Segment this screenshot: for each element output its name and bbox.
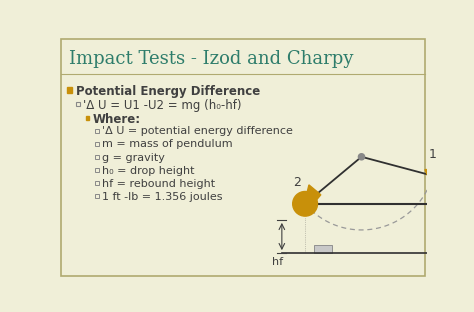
Text: hf: hf <box>273 257 283 267</box>
Bar <box>67 87 73 93</box>
Polygon shape <box>307 185 321 199</box>
Text: h₀ = drop height: h₀ = drop height <box>102 166 194 176</box>
Text: 'Δ U = U1 -U2 = mg (h₀-hf): 'Δ U = U1 -U2 = mg (h₀-hf) <box>83 99 242 112</box>
Polygon shape <box>425 169 440 187</box>
Bar <box>95 194 99 198</box>
Bar <box>95 181 99 185</box>
Bar <box>86 116 90 120</box>
Text: 2: 2 <box>293 176 301 189</box>
Text: 1: 1 <box>428 148 437 161</box>
Text: Where:: Where: <box>92 113 141 125</box>
Text: m = mass of pendulum: m = mass of pendulum <box>102 139 233 149</box>
Text: hf = rebound height: hf = rebound height <box>102 179 215 189</box>
Text: 1 ft -lb = 1.356 joules: 1 ft -lb = 1.356 joules <box>102 192 222 202</box>
Bar <box>76 102 80 106</box>
Text: g = gravity: g = gravity <box>102 153 165 163</box>
Bar <box>95 168 99 172</box>
Circle shape <box>358 154 365 160</box>
FancyBboxPatch shape <box>314 245 332 253</box>
Text: Impact Tests - Izod and Charpy: Impact Tests - Izod and Charpy <box>69 50 353 68</box>
Bar <box>95 129 99 133</box>
Text: 'Δ U = potential energy difference: 'Δ U = potential energy difference <box>102 126 293 136</box>
Bar <box>95 155 99 159</box>
Text: Potential Energy Difference: Potential Energy Difference <box>75 85 260 98</box>
Circle shape <box>293 192 318 216</box>
Bar <box>95 142 99 146</box>
